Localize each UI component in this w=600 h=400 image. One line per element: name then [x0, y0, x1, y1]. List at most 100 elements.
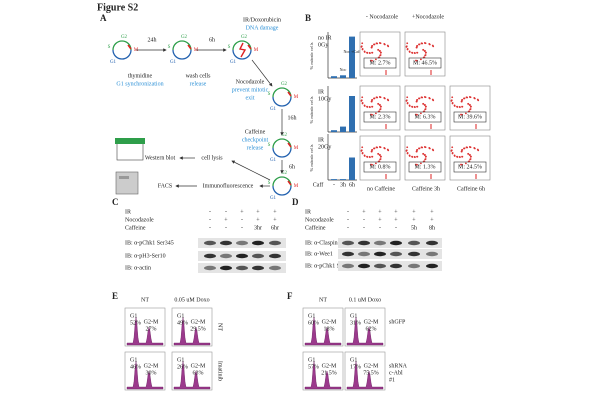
phase-label: G2-M [191, 363, 206, 369]
flow-dot [386, 148, 389, 151]
condition-state: 6hr [271, 225, 279, 231]
flow-dot [465, 96, 468, 99]
phase-label: G2-M [322, 363, 337, 369]
flow-dot [461, 113, 463, 116]
condition-state: + [240, 209, 244, 215]
flow-dot [361, 152, 364, 155]
step-label: G1 synchronization [116, 81, 163, 87]
blot-band [342, 251, 354, 257]
flow-dot [424, 158, 427, 160]
phase-label: G2 [121, 35, 128, 40]
western-blot-icon [116, 141, 144, 161]
histogram-frame [124, 351, 166, 391]
flow-dot [415, 150, 418, 153]
flow-dot [420, 42, 423, 45]
western-blot-icon [115, 138, 145, 144]
flow-dot [419, 58, 422, 61]
flow-dot [425, 51, 427, 54]
blot-band [426, 251, 438, 257]
flow-dot [416, 105, 419, 108]
flow-dot [416, 155, 419, 158]
blot-band [252, 265, 264, 271]
flow-dot [406, 48, 409, 51]
flow-dot [464, 112, 467, 115]
bar [340, 75, 346, 78]
step-label: release [247, 145, 264, 151]
flow-dot [406, 152, 409, 155]
step-label: release [190, 81, 207, 87]
bar [340, 126, 346, 132]
step-label: IR/Doxorubicin [243, 17, 281, 23]
phase-label: G1 [350, 313, 357, 319]
histogram [126, 360, 164, 390]
row-label: 10Gy [318, 96, 331, 102]
row-label: #1 [389, 377, 395, 383]
phase-label: G1 [130, 357, 137, 363]
phase-value: 46% [130, 364, 141, 370]
flow-dot [469, 158, 472, 160]
flow-dot [468, 146, 471, 148]
histogram-frame [344, 351, 386, 391]
flow-dot [453, 105, 456, 107]
panel-letter: B [305, 13, 311, 23]
flow-dot [378, 110, 381, 113]
flow-dot [476, 148, 479, 151]
step-label: Western blot [145, 155, 176, 161]
step-label: 16h [288, 115, 297, 121]
phase-label: S [168, 45, 171, 50]
flow-dot [369, 156, 371, 159]
flow-dot [416, 99, 418, 101]
condition-state: - [347, 225, 349, 231]
flow-dot [406, 146, 409, 149]
flow-dot [370, 46, 373, 49]
flow-dot [423, 110, 426, 113]
bar [340, 179, 346, 180]
row-label: NT [217, 323, 223, 331]
flow-dot [406, 102, 409, 105]
blot-label: IB: α-actin [125, 265, 151, 271]
flow-dot [460, 150, 463, 153]
condition-state: 3hr [254, 225, 262, 231]
bar [349, 96, 355, 132]
flow-dot [422, 152, 425, 155]
flow-dot [460, 100, 463, 103]
flow-dot [461, 155, 464, 158]
panel-letter: E [112, 291, 118, 301]
flow-dot [386, 98, 389, 101]
phase-label: G1 [177, 313, 184, 319]
phase-label: G2 [241, 35, 248, 40]
row-label: c-Abl [389, 370, 403, 376]
column-footer: Caffeine 6h [457, 185, 485, 192]
flow-dot [419, 112, 422, 115]
flow-dot [371, 155, 374, 158]
condition-state: + [256, 217, 260, 223]
axis-label: % mitotic cells [309, 42, 314, 69]
bar [331, 179, 337, 180]
flow-dot [378, 96, 381, 98]
flow-dot [414, 156, 416, 159]
blot-band [220, 240, 232, 246]
flow-dot [378, 146, 381, 148]
condition-label: IR [305, 209, 311, 215]
flow-dot [374, 112, 377, 115]
blot-label: IB: α-pH3-Ser10 [125, 253, 166, 259]
flow-dot [371, 45, 373, 47]
histogram-frame [124, 307, 166, 347]
phase-label: M [294, 184, 299, 189]
flow-dot [418, 147, 420, 150]
flow-dot [423, 160, 426, 163]
blot-band [204, 265, 216, 271]
column-header: NT [319, 297, 327, 303]
flow-dot [416, 51, 419, 54]
flow-dot [418, 43, 420, 46]
x-label: - [333, 182, 335, 188]
blot-band [374, 240, 386, 246]
step-label: exit [246, 95, 255, 101]
flow-dot [469, 108, 472, 110]
blot-band [408, 263, 420, 269]
gate-value: M: 2.3% [370, 114, 391, 120]
panel-letter: C [112, 197, 119, 207]
flow-dot [418, 97, 420, 100]
flow-dot [369, 106, 371, 109]
